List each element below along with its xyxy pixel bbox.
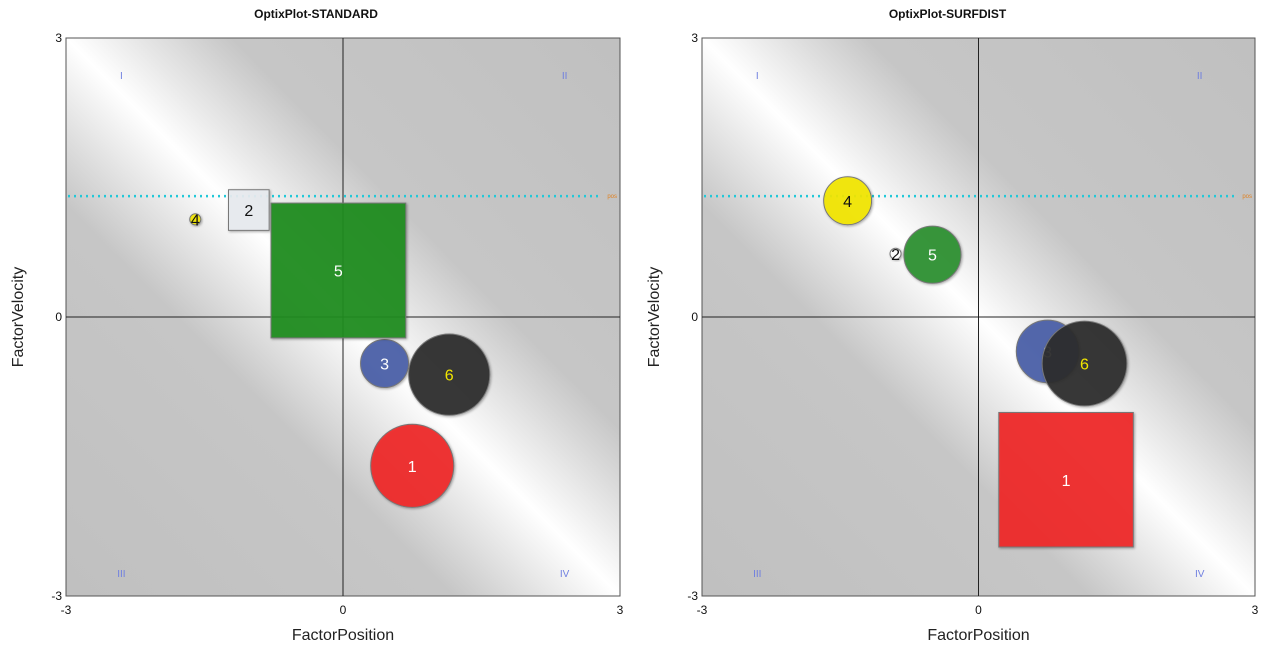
x-tick-label: -3 bbox=[697, 603, 708, 617]
quadrant-label: IV bbox=[1195, 569, 1205, 580]
reference-line-label: pos bbox=[607, 194, 617, 200]
quadrant-label: IV bbox=[560, 569, 570, 580]
point-label: 3 bbox=[380, 357, 389, 374]
point-marker bbox=[360, 338, 410, 389]
quadrant-label: III bbox=[117, 569, 125, 580]
point-marker bbox=[270, 202, 407, 339]
chart-panel-surfdist: OptixPlot-SURFDIST IIIIIIIVpos123456-303… bbox=[632, 0, 1263, 657]
y-tick-label: 3 bbox=[691, 31, 698, 45]
point-label: 5 bbox=[334, 264, 343, 281]
quadrant-label: III bbox=[753, 569, 761, 580]
quadrant-label: I bbox=[120, 71, 123, 82]
data-point-4: 4 bbox=[823, 176, 873, 226]
x-tick-label: 3 bbox=[1252, 603, 1259, 617]
point-label: 5 bbox=[928, 248, 937, 265]
y-axis-title: FactorVelocity bbox=[10, 267, 27, 367]
point-label: 1 bbox=[1062, 473, 1071, 490]
data-point-6: 6 bbox=[1041, 320, 1128, 407]
chart-title: OptixPlot-SURFDIST bbox=[888, 7, 1007, 21]
chart-title: OptixPlot-STANDARD bbox=[254, 7, 378, 21]
x-tick-label: 0 bbox=[340, 603, 347, 617]
data-point-4: 4 bbox=[189, 212, 202, 229]
point-marker bbox=[1041, 320, 1128, 407]
point-marker bbox=[998, 411, 1134, 548]
point-marker bbox=[823, 176, 873, 226]
data-point-2: 2 bbox=[228, 189, 270, 231]
data-point-5: 5 bbox=[270, 202, 407, 339]
point-marker bbox=[903, 225, 962, 284]
point-label: 2 bbox=[891, 247, 900, 264]
point-marker bbox=[370, 423, 455, 508]
quadrant-label: II bbox=[562, 71, 568, 82]
data-point-5: 5 bbox=[903, 225, 962, 284]
data-point-1: 1 bbox=[370, 423, 455, 508]
y-tick-label: 3 bbox=[55, 31, 62, 45]
scatter-plot-surfdist: IIIIIIIVpos123456-30330-3FactorPositionF… bbox=[646, 31, 1259, 644]
point-label: 6 bbox=[1080, 357, 1089, 374]
y-tick-label: 0 bbox=[55, 310, 62, 324]
reference-line-label: pos bbox=[1242, 194, 1252, 200]
y-axis-title: FactorVelocity bbox=[646, 267, 663, 367]
point-marker bbox=[189, 213, 202, 226]
point-label: 6 bbox=[445, 368, 454, 385]
quadrant-label: I bbox=[756, 71, 759, 82]
point-label: 4 bbox=[843, 194, 852, 211]
point-label: 4 bbox=[191, 212, 200, 229]
y-tick-label: 0 bbox=[691, 310, 698, 324]
point-label: 1 bbox=[408, 459, 417, 476]
data-point-2: 2 bbox=[889, 247, 902, 264]
point-marker bbox=[889, 247, 902, 260]
point-marker bbox=[228, 189, 270, 231]
y-tick-label: -3 bbox=[51, 589, 62, 603]
point-marker bbox=[408, 333, 491, 416]
data-point-6: 6 bbox=[408, 333, 491, 416]
data-point-3: 3 bbox=[360, 338, 410, 389]
chart-panel-standard: OptixPlot-STANDARD I II III IV pos 1 2 3 4 5 6 -3 0 3… bbox=[10, 7, 624, 644]
x-tick-label: 0 bbox=[975, 603, 982, 617]
y-tick-label: -3 bbox=[687, 589, 698, 603]
x-axis-title: FactorPosition bbox=[927, 627, 1029, 644]
point-label: 2 bbox=[244, 203, 253, 220]
x-tick-label: 3 bbox=[617, 603, 624, 617]
quadrant-label: II bbox=[1197, 71, 1203, 82]
x-axis-title: FactorPosition bbox=[292, 627, 394, 644]
data-point-1: 1 bbox=[998, 411, 1134, 548]
x-tick-label: -3 bbox=[61, 603, 72, 617]
